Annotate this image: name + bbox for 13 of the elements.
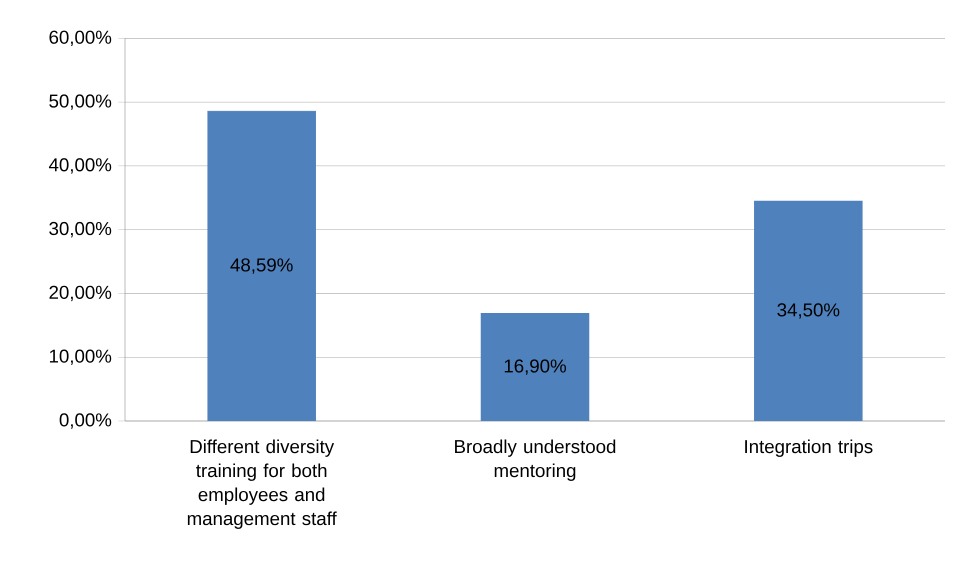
x-tick-label: Integration trips — [745, 439, 872, 457]
y-tick-label: 40,00% — [48, 158, 112, 174]
y-tick-label: 30,00% — [49, 222, 112, 238]
x-tick-label: Broadly understood mentoring — [455, 439, 616, 481]
data-label: 34,50% — [777, 303, 840, 319]
y-tick-label: 0,00% — [60, 413, 112, 429]
y-tick-label: 50,00% — [49, 94, 112, 110]
data-label: 16,90% — [504, 359, 566, 375]
y-tick-label: 60,00% — [49, 30, 112, 46]
y-tick-label: 10,00% — [50, 349, 112, 365]
data-label: 48,59% — [230, 258, 293, 274]
y-tick-label: 20,00% — [49, 286, 112, 302]
x-tick-label: Different diversity training for both employees and management staff — [188, 439, 337, 529]
